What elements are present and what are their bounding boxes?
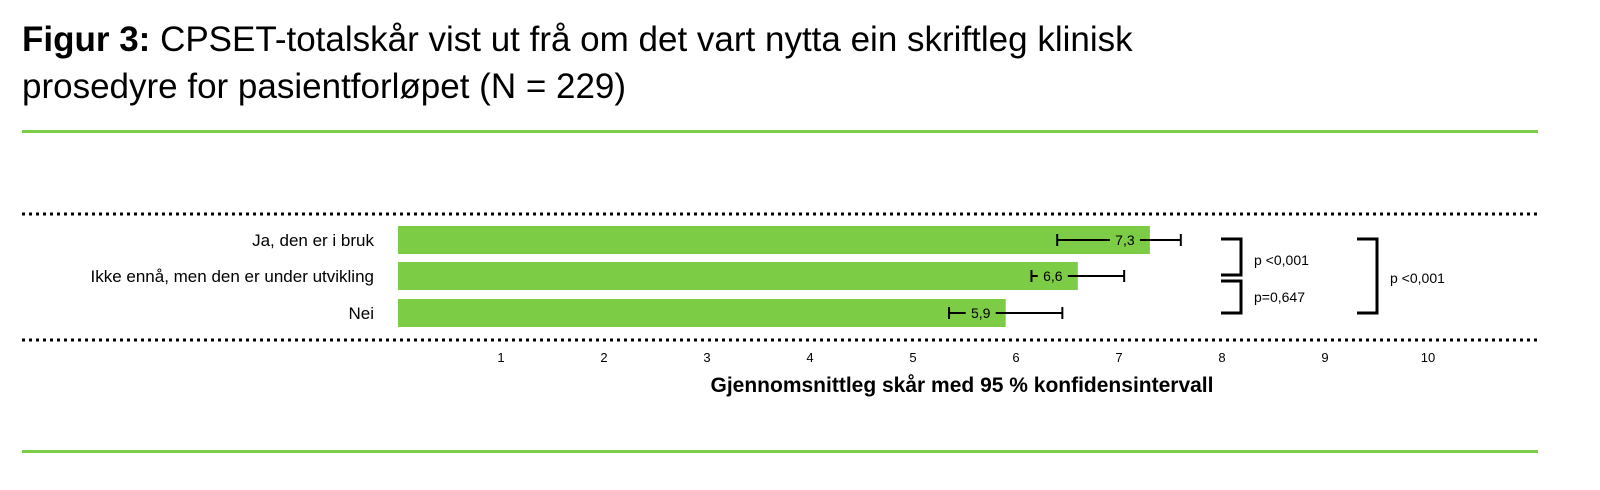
p-value-label: p=0,647 [1254,289,1305,305]
bottom-green-rule [22,450,1538,453]
value-label-background [1037,266,1068,286]
x-tick-label: 1 [497,350,504,365]
significance-bracket [1221,237,1243,277]
significance-bracket [1357,237,1379,315]
bar [398,262,1078,290]
category-label: Ja, den er i bruk [252,231,374,250]
category-label: Nei [348,304,374,323]
x-tick-label: 5 [909,350,916,365]
figure-title-text: CPSET-totalskår vist ut frå om det vart … [22,20,1133,106]
x-tick-label: 4 [806,350,813,365]
value-label: 7,3 [1115,232,1135,248]
x-tick-label: 3 [703,350,710,365]
figure-title-lead: Figur 3: [22,20,151,59]
figure-title: Figur 3: CPSET-totalskår vist ut frå om … [22,16,1222,110]
p-value-label: p <0,001 [1254,252,1309,268]
category-label: Ikke ennå, men den er under utvikling [90,267,374,286]
x-tick-label: 2 [600,350,607,365]
x-tick-label: 9 [1321,350,1328,365]
value-label-background [965,303,996,323]
top-green-rule [22,130,1538,133]
x-tick-label: 8 [1218,350,1225,365]
significance-bracket [1221,279,1243,315]
p-value-label: p <0,001 [1390,270,1445,286]
x-axis-title: Gjennomsnittleg skår med 95 % konfidensi… [711,374,1214,397]
bar [398,226,1150,254]
bar [398,299,1006,327]
value-label-background [1109,230,1140,250]
x-tick-label: 7 [1115,350,1122,365]
value-label: 6,6 [1043,268,1063,284]
value-label: 5,9 [971,305,991,321]
x-tick-label: 6 [1012,350,1019,365]
x-tick-label: 10 [1421,350,1435,365]
